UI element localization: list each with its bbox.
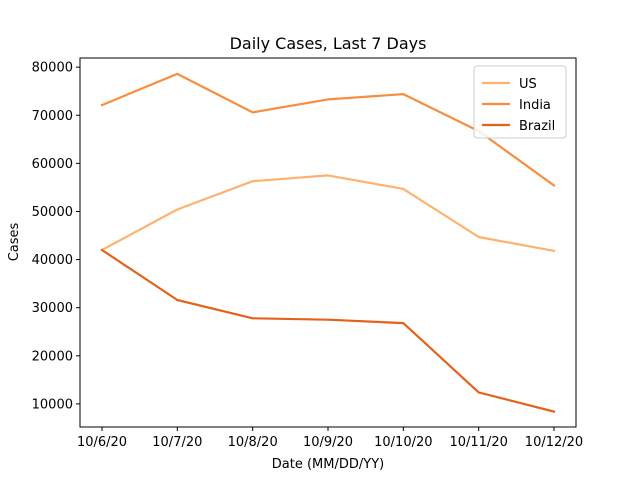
legend-label-brazil: Brazil xyxy=(519,119,555,134)
y-tick-label: 60000 xyxy=(32,157,73,172)
legend-label-india: India xyxy=(519,98,551,113)
chart-title: Daily Cases, Last 7 Days xyxy=(230,34,427,53)
x-tick-label: 10/8/20 xyxy=(228,435,278,450)
y-tick-label: 20000 xyxy=(32,349,73,364)
y-axis-title: Cases xyxy=(7,222,22,261)
legend: US India Brazil xyxy=(473,65,567,139)
y-tick-label: 70000 xyxy=(32,109,73,124)
x-tick-label: 10/10/20 xyxy=(374,435,432,450)
x-tick-label: 10/9/20 xyxy=(303,435,353,450)
series-line-us xyxy=(100,174,556,253)
series-line-brazil xyxy=(100,248,556,413)
x-axis-title: Date (MM/DD/YY) xyxy=(272,457,384,472)
x-tick-label: 10/7/20 xyxy=(152,435,202,450)
y-tick-label: 30000 xyxy=(32,301,73,316)
y-tick-label: 10000 xyxy=(32,397,73,412)
y-tick-label: 50000 xyxy=(32,205,73,220)
axes: 10/6/20 10/7/20 10/8/20 10/9/20 10/10/20 10/1… xyxy=(32,57,583,450)
x-tick-label: 10/12/20 xyxy=(525,435,583,450)
y-tick-label: 80000 xyxy=(32,61,73,76)
x-tick-label: 10/11/20 xyxy=(449,435,507,450)
x-tick-label: 10/6/20 xyxy=(77,435,127,450)
y-tick-label: 40000 xyxy=(32,253,73,268)
legend-label-us: US xyxy=(519,77,537,92)
